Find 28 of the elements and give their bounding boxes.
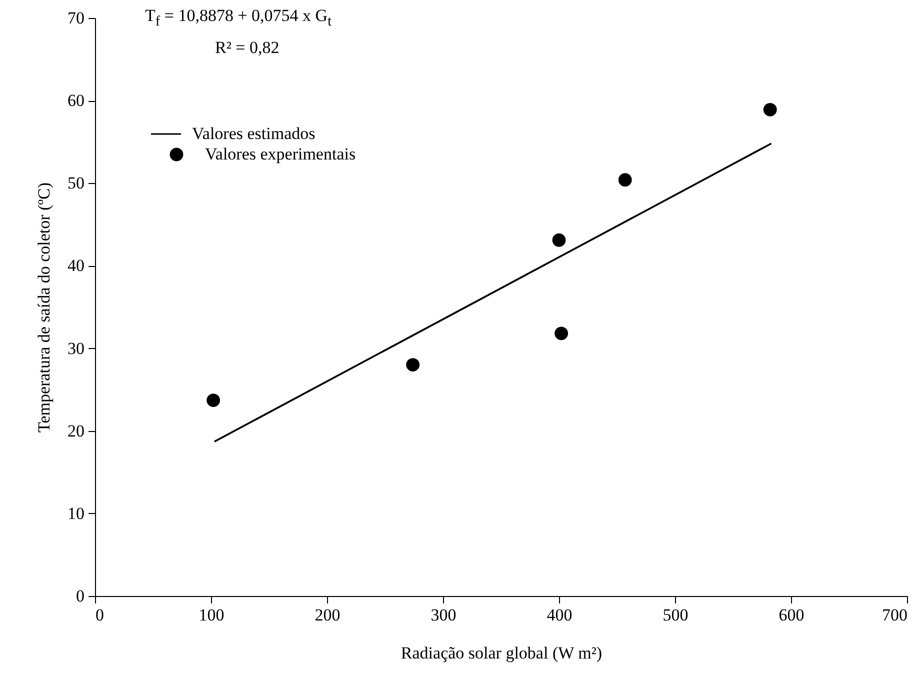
legend-label: Valores experimentais bbox=[205, 144, 356, 164]
x-tick-label: 0 bbox=[96, 606, 104, 624]
x-axis-title: Radiação solar global (W m²) bbox=[400, 644, 602, 662]
annotation: T$_{f}$ = 10,8878 + 0,0754 x G$_{t}$ bbox=[145, 6, 332, 30]
point bbox=[406, 358, 420, 372]
y-tick-label: 0 bbox=[76, 586, 84, 606]
x-tick-label: 300 bbox=[430, 606, 456, 624]
y-tick-label: 30 bbox=[68, 338, 84, 358]
y-tick-label: 70 bbox=[68, 8, 84, 28]
y-tick-label: 40 bbox=[68, 256, 84, 276]
x-tick-label: 400 bbox=[546, 606, 572, 624]
annotation: R² = 0,82 bbox=[215, 38, 280, 58]
legend-label: Valores estimados bbox=[192, 124, 316, 143]
y-tick-label: 60 bbox=[68, 91, 84, 110]
y-tick-label: 10 bbox=[68, 504, 84, 523]
x-tick-label: 200 bbox=[314, 606, 340, 624]
y-tick-label: 20 bbox=[68, 421, 84, 440]
x-tick-label: 600 bbox=[778, 606, 804, 624]
point bbox=[206, 394, 220, 407]
x-tick-label: 500 bbox=[662, 606, 688, 624]
y-tick-label: 50 bbox=[68, 174, 84, 193]
point bbox=[618, 173, 632, 187]
x-tick-label: 700 bbox=[882, 606, 908, 624]
point bbox=[763, 102, 777, 116]
x-tick-label: 100 bbox=[198, 606, 224, 624]
point bbox=[552, 233, 566, 247]
y-axis-title: Temperatura de saída do coletor (ºC) bbox=[34, 182, 54, 433]
point bbox=[554, 326, 568, 340]
